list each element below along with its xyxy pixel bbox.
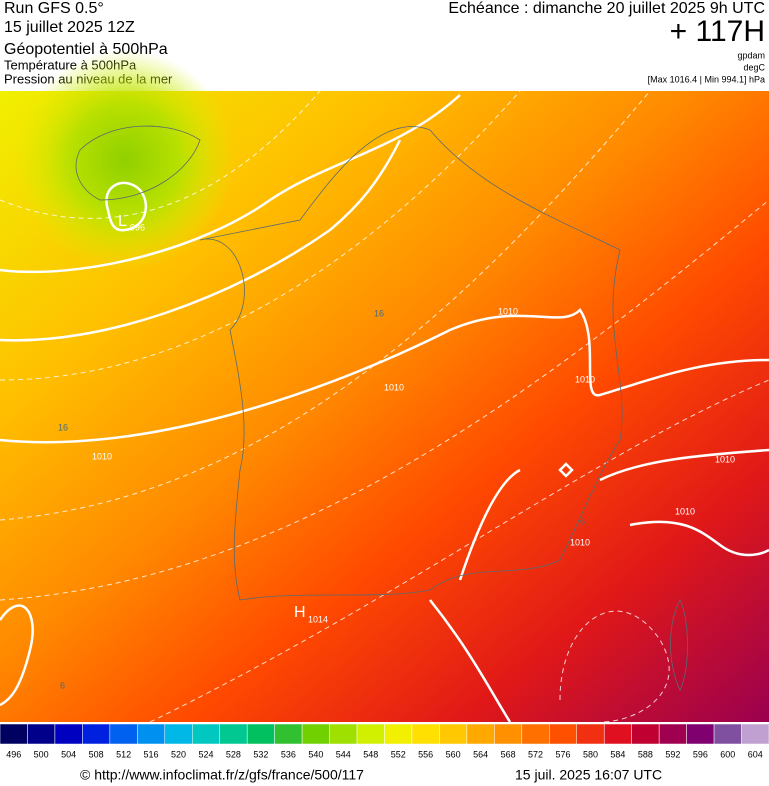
colorbar-label: 560 xyxy=(446,749,461,759)
colorbar-swatch xyxy=(439,723,468,745)
isobar-label: 1010 xyxy=(384,382,404,392)
timestamp: 15 juil. 2025 16:07 UTC xyxy=(515,767,662,783)
colorbar-label: 528 xyxy=(226,749,241,759)
colorbar-label: 516 xyxy=(144,749,159,759)
colorbar-label: 552 xyxy=(391,749,406,759)
colorbar-label: 576 xyxy=(556,749,571,759)
isotherm-label: 6 xyxy=(580,516,585,526)
colorbar-swatch xyxy=(219,723,248,745)
echeance: Echéance : dimanche 20 juillet 2025 9h U… xyxy=(448,0,765,17)
colorbar-label: 512 xyxy=(116,749,131,759)
colorbar-label: 556 xyxy=(418,749,433,759)
colorbar-swatch xyxy=(356,723,385,745)
colorbar-label: 540 xyxy=(308,749,323,759)
colorbar-label: 568 xyxy=(501,749,516,759)
colorbar-label: 580 xyxy=(583,749,598,759)
colorbar-swatch xyxy=(631,723,660,745)
colorbar-label: 592 xyxy=(665,749,680,759)
colorbar-swatch xyxy=(164,723,193,745)
colorbar-label: 596 xyxy=(693,749,708,759)
colorbar-label: 496 xyxy=(6,749,21,759)
colorbar: 496 500 504 508 512 516 520 524 528 532 536 540 544 5… xyxy=(0,723,769,759)
colorbar-swatch xyxy=(301,723,330,745)
colorbar-swatch xyxy=(109,723,138,745)
isobar-label: 1010 xyxy=(675,506,695,516)
colorbar-swatch xyxy=(192,723,220,745)
colorbar-swatch xyxy=(494,723,523,745)
pressure-label: 996 xyxy=(130,222,145,232)
colorbar-label: 600 xyxy=(720,749,735,759)
colorbar-swatch xyxy=(274,723,303,745)
unit: gpdam xyxy=(737,50,765,60)
low-marker: L xyxy=(118,213,127,230)
colorbar-swatch xyxy=(521,723,550,745)
isobar-label: 1010 xyxy=(715,454,735,464)
colorbar-label: 500 xyxy=(34,749,49,759)
colorbar-swatch xyxy=(411,723,440,745)
date: 15 juillet 2025 12Z xyxy=(4,19,135,36)
isobar-label: 1010 xyxy=(498,306,518,316)
pressure-label: 1014 xyxy=(308,614,328,624)
colorbar-label: 548 xyxy=(363,749,378,759)
map: L 996 H 1014 1010 1010 1010 1010 1010 10… xyxy=(0,50,769,723)
colorbar-swatch xyxy=(466,723,495,745)
cold-pool xyxy=(15,50,235,270)
colorbar-swatch xyxy=(0,723,28,745)
colorbar-swatch xyxy=(329,723,358,745)
colorbar-label: 544 xyxy=(336,749,351,759)
colorbar-swatch xyxy=(576,723,605,745)
isotherm-label: 6 xyxy=(60,680,65,690)
high-marker: H xyxy=(294,604,306,621)
source: © http://www.infoclimat.fr/z/gfs/france/… xyxy=(80,767,364,783)
colorbar-label: 536 xyxy=(281,749,296,759)
run: Run GFS 0.5° xyxy=(4,0,104,17)
isotherm-label: 16 xyxy=(374,308,384,318)
geopotential-lines xyxy=(0,90,769,723)
colorbar-label: 572 xyxy=(528,749,543,759)
isobar-label: 1010 xyxy=(575,374,595,384)
colorbar-label: 584 xyxy=(610,749,625,759)
colorbar-swatch xyxy=(741,723,769,745)
unit: degC xyxy=(743,62,765,72)
colorbar-swatch xyxy=(686,723,715,745)
isotherm-label: 16 xyxy=(58,422,68,432)
colorbar-label: 604 xyxy=(748,749,763,759)
hour: + 117H xyxy=(670,15,765,48)
colorbar-label: 508 xyxy=(89,749,104,759)
isobar-label: 1010 xyxy=(92,451,112,461)
colorbar-swatch xyxy=(82,723,111,745)
colorbar-label: 504 xyxy=(61,749,76,759)
coastline xyxy=(75,125,688,691)
colorbar-swatch xyxy=(384,723,413,745)
isobars xyxy=(0,94,769,723)
colorbar-label: 564 xyxy=(473,749,488,759)
colorbar-label: 520 xyxy=(171,749,186,759)
colorbar-label: 588 xyxy=(638,749,653,759)
isobar-label: 1010 xyxy=(570,537,590,547)
colorbar-swatch xyxy=(137,723,166,745)
pressure-range: [Max 1016.4 | Min 994.1] hPa xyxy=(648,74,765,84)
colorbar-label: 532 xyxy=(253,749,268,759)
colorbar-swatch xyxy=(246,723,275,745)
colorbar-swatch xyxy=(549,723,577,745)
colorbar-swatch xyxy=(603,723,632,745)
colorbar-label: 524 xyxy=(198,749,213,759)
colorbar-swatch xyxy=(713,723,742,745)
colorbar-swatch xyxy=(27,723,56,745)
colorbar-swatch xyxy=(54,723,83,745)
colorbar-swatch xyxy=(658,723,687,745)
